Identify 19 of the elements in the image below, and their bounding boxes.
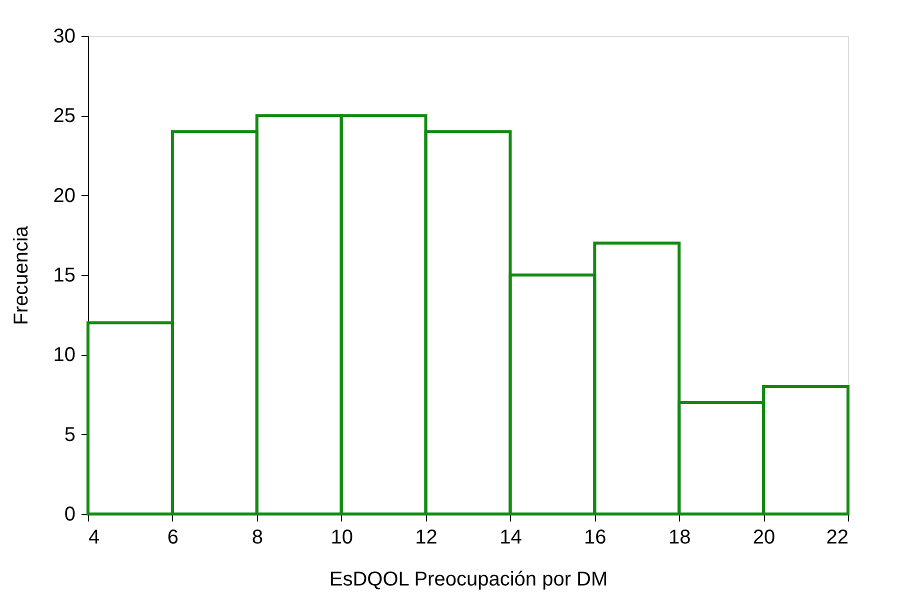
y-tick-label: 0 xyxy=(64,504,76,526)
y-tick-label: 20 xyxy=(53,184,76,207)
x-tick-label: 12 xyxy=(415,526,438,548)
y-tick-label: 10 xyxy=(53,344,76,366)
x-tick-label: 20 xyxy=(752,526,776,548)
y-tick-label: 30 xyxy=(53,26,76,48)
y-tick-label: 15 xyxy=(53,264,76,286)
x-tick-label: 4 xyxy=(88,526,100,548)
x-tick-label: 10 xyxy=(330,526,353,548)
x-tick-label: 8 xyxy=(252,526,263,548)
y-axis-title: Frecuencia xyxy=(10,225,32,325)
x-tick-label: 18 xyxy=(668,526,691,548)
x-axis-title: EsDQOL Preocupación por DM xyxy=(329,568,608,590)
x-tick-label: 14 xyxy=(500,526,522,548)
y-tick-label: 25 xyxy=(53,105,76,128)
x-tick-label: 22 xyxy=(826,526,848,548)
x-tick-label: 6 xyxy=(167,526,179,548)
x-tick-label: 16 xyxy=(584,526,606,548)
y-tick-label: 5 xyxy=(64,424,76,446)
